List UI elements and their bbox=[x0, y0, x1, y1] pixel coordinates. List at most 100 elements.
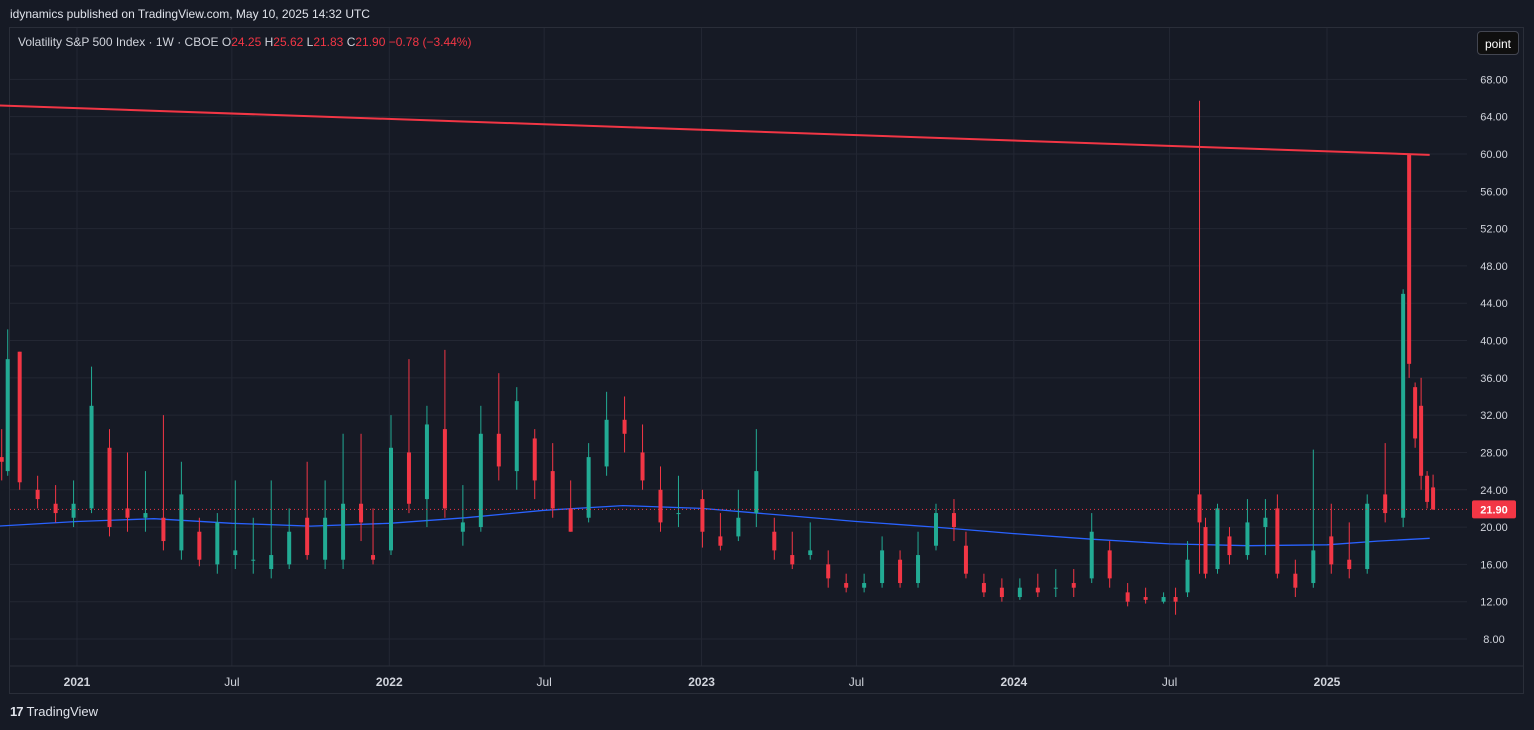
candle bbox=[107, 429, 112, 537]
legend-close-value: 21.90 bbox=[355, 35, 386, 49]
y-tick-label: 20.00 bbox=[1480, 522, 1508, 534]
last-price-box bbox=[1472, 500, 1516, 519]
candle bbox=[826, 550, 831, 588]
candle-body bbox=[1263, 517, 1268, 528]
candle bbox=[790, 531, 795, 570]
candle-body bbox=[880, 550, 885, 584]
candle bbox=[1347, 522, 1352, 579]
y-tick-label: 52.00 bbox=[1480, 224, 1508, 236]
candle bbox=[496, 373, 501, 481]
candle-body bbox=[197, 531, 202, 560]
candle-body bbox=[772, 531, 777, 551]
x-tick-label: 2022 bbox=[376, 675, 403, 689]
candle bbox=[916, 531, 921, 588]
candle-body bbox=[1053, 587, 1058, 589]
candle-body bbox=[5, 359, 10, 472]
candle bbox=[1035, 573, 1040, 598]
x-tick-label: Jul bbox=[536, 675, 551, 689]
candle bbox=[1407, 153, 1412, 378]
candle-body bbox=[305, 517, 310, 556]
candle bbox=[754, 429, 759, 528]
candle bbox=[287, 508, 292, 570]
candle bbox=[1401, 289, 1406, 528]
candle bbox=[388, 415, 393, 556]
candle-body bbox=[550, 471, 555, 509]
candle bbox=[424, 405, 429, 528]
candle-body bbox=[161, 517, 166, 542]
legend-open-label: O bbox=[221, 35, 232, 49]
candle bbox=[934, 503, 939, 551]
candle bbox=[844, 573, 849, 593]
candle-body bbox=[963, 545, 968, 574]
candle-body bbox=[1215, 508, 1220, 570]
candle-body bbox=[676, 513, 681, 515]
y-tick-label: 32.00 bbox=[1480, 410, 1508, 422]
candle bbox=[981, 573, 986, 598]
candle bbox=[125, 452, 130, 532]
published-header: idynamics published on TradingView.com, … bbox=[0, 0, 1534, 27]
candle-body bbox=[951, 513, 956, 528]
candle bbox=[1071, 569, 1076, 598]
symbol-legend: Volatility S&P 500 Index · 1W · CBOE O24… bbox=[18, 35, 471, 49]
candle-body bbox=[89, 405, 94, 509]
candle bbox=[1203, 517, 1208, 579]
candle bbox=[808, 522, 813, 560]
footer-branding: 17 TradingView bbox=[10, 704, 98, 719]
candle-body bbox=[1293, 573, 1298, 588]
candle-body bbox=[388, 447, 393, 551]
trendline-segment bbox=[0, 104, 1430, 156]
candle-body bbox=[71, 503, 76, 518]
candle-body bbox=[658, 489, 663, 523]
y-tick-label: 44.00 bbox=[1480, 298, 1508, 310]
y-tick-label: 36.00 bbox=[1480, 373, 1508, 385]
candle bbox=[963, 531, 968, 579]
candle-body bbox=[406, 452, 411, 504]
candle-body bbox=[981, 583, 986, 593]
candle bbox=[898, 550, 903, 588]
candle-body bbox=[568, 508, 573, 532]
candle bbox=[197, 517, 202, 567]
candle bbox=[1263, 499, 1268, 556]
legend-close-label: C bbox=[346, 35, 356, 49]
candle-body bbox=[1413, 387, 1418, 439]
candle-body bbox=[251, 559, 256, 561]
candle bbox=[1161, 592, 1166, 604]
candle-body bbox=[1329, 536, 1334, 565]
y-tick-label: 64.00 bbox=[1480, 112, 1508, 124]
chart-panel[interactable] bbox=[9, 27, 1524, 694]
candle-body bbox=[586, 457, 591, 518]
candle bbox=[1017, 578, 1022, 600]
candle-body bbox=[844, 583, 849, 588]
candle bbox=[1245, 499, 1250, 560]
candle-body bbox=[179, 494, 184, 551]
candle-body bbox=[1125, 592, 1130, 602]
candle-body bbox=[1401, 293, 1406, 518]
candle-body bbox=[269, 555, 274, 570]
candle-body bbox=[143, 513, 148, 518]
candle-body bbox=[999, 587, 1004, 598]
candle-body bbox=[916, 555, 921, 584]
candle bbox=[1143, 587, 1148, 604]
legend-change: −0.78 (−3.44%) bbox=[388, 35, 472, 49]
candle-body bbox=[1185, 559, 1190, 593]
y-tick-label: 28.00 bbox=[1480, 447, 1508, 459]
candle bbox=[1311, 449, 1316, 588]
candle-body bbox=[215, 522, 220, 565]
x-tick-label: Jul bbox=[1162, 675, 1177, 689]
candle-body bbox=[640, 452, 645, 481]
candle bbox=[1227, 527, 1232, 565]
last-price-marker: 21.90 bbox=[10, 500, 1516, 519]
candle-body bbox=[754, 471, 759, 514]
candle-body bbox=[532, 438, 537, 481]
candle-body bbox=[1275, 508, 1280, 574]
candle-body bbox=[424, 424, 429, 500]
trendline bbox=[0, 104, 1430, 156]
x-tick-label: 2021 bbox=[64, 675, 91, 689]
candle bbox=[1053, 569, 1058, 598]
y-tick-label: 60.00 bbox=[1480, 149, 1508, 161]
candle-body bbox=[17, 351, 22, 483]
point-button[interactable]: point bbox=[1477, 31, 1519, 55]
candle-body bbox=[808, 550, 813, 556]
candle-body bbox=[233, 550, 238, 556]
